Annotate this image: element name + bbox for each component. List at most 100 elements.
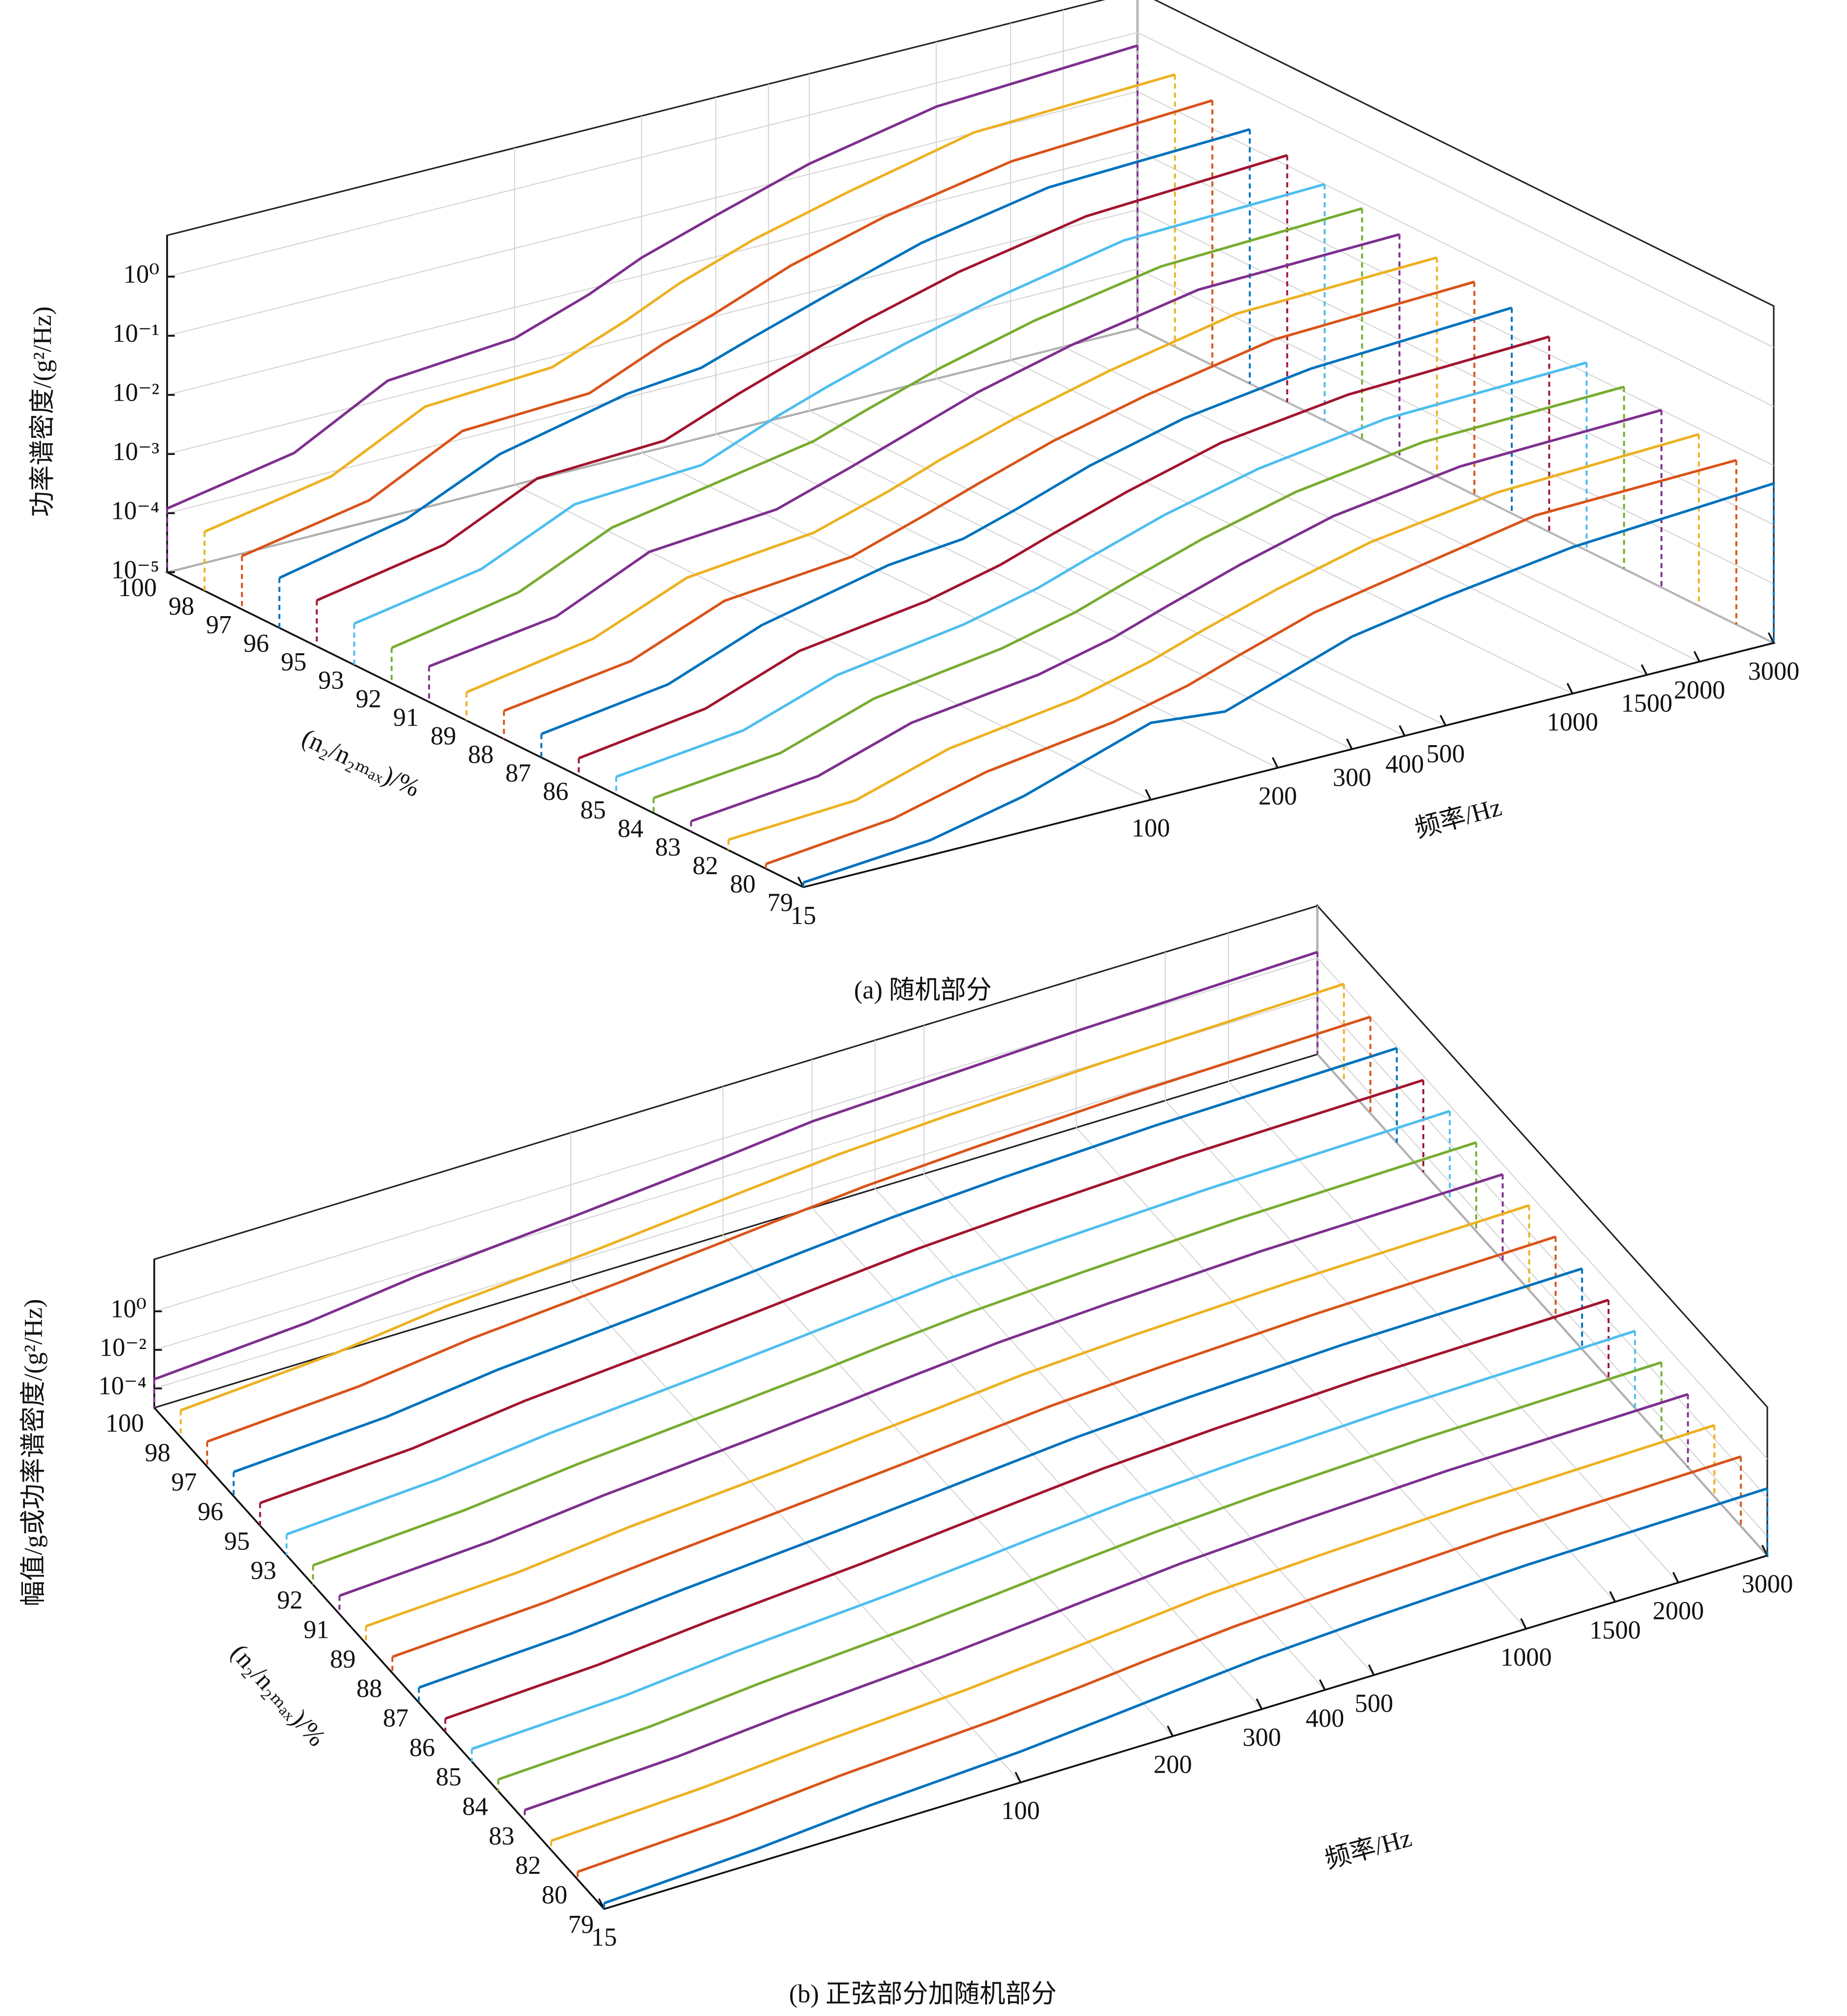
series-line — [690, 408, 1662, 823]
series-line — [577, 1455, 1741, 1873]
series-line — [524, 1393, 1689, 1811]
series-tick-label: 79 — [568, 1910, 594, 1939]
x-tick — [1346, 738, 1353, 750]
series-line — [353, 183, 1325, 625]
series-line — [316, 154, 1288, 602]
x-axis-title: 频率/Hz — [1412, 793, 1504, 843]
series-tick-label: 92 — [356, 685, 382, 713]
x-tick-label: 200 — [1259, 782, 1297, 811]
series-axis-title: (n₂/n₂ₘₐₓ)/% — [298, 723, 424, 802]
series-axis — [153, 1407, 605, 1910]
grid-line — [811, 1207, 1263, 1710]
series-tick-label: 86 — [409, 1734, 435, 1762]
series-line — [180, 983, 1345, 1412]
z-axis-title: 幅值/g或功率谱密度/(g²/Hz) — [20, 1299, 48, 1606]
series-tick-label: 83 — [655, 833, 681, 861]
x-axis — [803, 642, 1774, 888]
series-tick-label: 84 — [618, 815, 644, 843]
x-axis — [603, 1554, 1768, 1910]
x-tick-label: 300 — [1333, 763, 1372, 792]
series-tick-label: 88 — [356, 1674, 382, 1703]
series-line — [471, 1330, 1635, 1750]
series-tick-label: 93 — [318, 666, 344, 695]
grid-line — [154, 996, 1768, 1498]
x-tick — [1641, 664, 1648, 676]
series-tick-label: 95 — [224, 1527, 250, 1555]
grid-line — [167, 150, 1774, 466]
x-tick — [1672, 1572, 1679, 1583]
x-tick-label: 1000 — [1501, 1643, 1552, 1672]
grid-line — [715, 433, 1353, 750]
series-line — [603, 1487, 1768, 1905]
series-line — [616, 361, 1587, 778]
x-tick-label: 300 — [1243, 1723, 1281, 1752]
x-axis-title: 频率/Hz — [1322, 1823, 1415, 1874]
x-tick — [1567, 683, 1573, 694]
grid-line — [167, 327, 1774, 643]
grid-line — [1075, 1127, 1527, 1630]
x-tick — [1520, 1618, 1527, 1630]
series-axis-title: (n₂/n₂ₘₐₓ)/% — [225, 1639, 331, 1752]
x-tick — [1166, 1725, 1174, 1737]
series-line — [418, 1267, 1583, 1689]
grid-line — [936, 378, 1573, 694]
panel: 10⁻⁴ 10⁻² 10⁰ 15 100 200 300 400 500 1000 1500 2000… — [20, 903, 1793, 2008]
series-tick-label: 91 — [393, 704, 419, 732]
series-tick-label: 87 — [383, 1704, 409, 1732]
caption: (b) 正弦部分加随机部分 — [789, 1980, 1057, 2008]
grid-line — [875, 1188, 1326, 1691]
series-line — [728, 433, 1699, 841]
series-line — [233, 1047, 1397, 1474]
x-tick-label: 1500 — [1589, 1616, 1641, 1644]
series-line — [286, 1110, 1450, 1536]
grid-line — [154, 957, 1768, 1460]
series-tick-label: 80 — [542, 1881, 568, 1909]
series-tick-label: 93 — [251, 1557, 277, 1585]
series-line — [204, 73, 1176, 533]
x-tick-label: 15 — [591, 1923, 617, 1952]
series-tick-label: 89 — [430, 722, 456, 750]
grid-line — [768, 420, 1405, 736]
z-axis-title: 功率谱密度/(g²/Hz) — [28, 306, 57, 517]
series-line — [241, 99, 1213, 558]
series-line — [578, 335, 1550, 760]
series-line — [497, 1361, 1662, 1781]
x-tick-label: 2000 — [1674, 676, 1725, 704]
series-line — [803, 482, 1774, 884]
z-tick-label: 10⁻⁵ — [111, 556, 159, 584]
series-line — [312, 1141, 1477, 1567]
series-tick-label: 88 — [468, 740, 494, 769]
grid-line — [514, 484, 1151, 800]
x-tick-label: 200 — [1154, 1751, 1192, 1779]
grid-line — [167, 32, 1774, 348]
series-tick-label: 100 — [106, 1409, 144, 1437]
grid-line — [722, 1234, 1173, 1737]
grid-line — [1165, 1100, 1616, 1602]
z-tick-label: 10⁻⁴ — [111, 496, 159, 525]
panel: 10⁻⁵ 10⁻⁴ 10⁻³ 10⁻² 10⁻¹ 10⁰ 15 100 200 300 400 500… — [28, 0, 1800, 1005]
x-tick — [1014, 1772, 1022, 1783]
series-line — [503, 280, 1475, 712]
series-line — [207, 1015, 1371, 1443]
z-tick-label: 10⁻⁴ — [98, 1372, 147, 1400]
series-tick-label: 83 — [489, 1822, 515, 1850]
x-tick-label: 2000 — [1653, 1597, 1704, 1625]
series-line — [279, 128, 1250, 579]
series-line — [391, 207, 1363, 649]
x-tick — [1368, 1664, 1375, 1676]
x-tick-label: 500 — [1354, 1689, 1393, 1717]
series-tick-label: 85 — [580, 796, 606, 824]
z-tick-label: 10⁻³ — [112, 437, 159, 466]
x-tick-label: 1000 — [1547, 708, 1598, 736]
x-tick-label: 400 — [1385, 750, 1424, 778]
series-tick-label: 96 — [243, 629, 269, 658]
grid-line — [809, 410, 1446, 726]
series-tick-label: 82 — [692, 852, 718, 880]
z-tick-label: 10⁻² — [100, 1333, 147, 1362]
series-tick-label: 98 — [169, 592, 194, 621]
series-tick-label: 87 — [505, 759, 531, 787]
series-line — [429, 233, 1400, 668]
x-tick — [1271, 757, 1279, 769]
